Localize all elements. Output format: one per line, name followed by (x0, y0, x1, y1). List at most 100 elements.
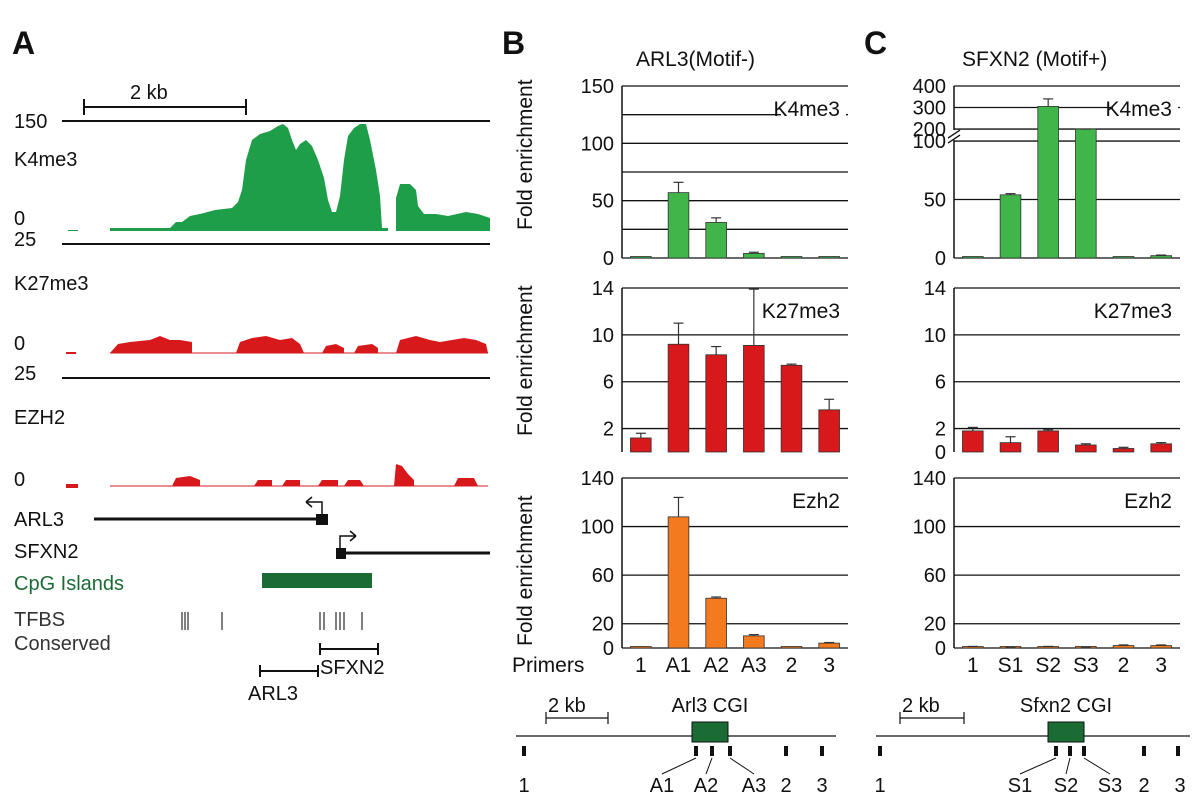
mark-label: K27me3 (762, 300, 840, 323)
y-tick-label: 0 (603, 248, 614, 270)
y-tick-label: 10 (592, 325, 614, 347)
primer-tick (1082, 746, 1086, 756)
y-tick-label: 200 (913, 119, 946, 141)
chart-b-ylabel-2: Fold enrichment (514, 285, 537, 436)
x-tick-label: S3 (1073, 654, 1099, 677)
track-k4me3: 150 K4me3 0 25 (14, 111, 490, 251)
track-k4me3-max: 150 (14, 111, 47, 133)
panel-a: A 2 kb 150 K4me3 0 25 K27me3 0 25 (12, 25, 490, 705)
primer-leader (1019, 757, 1057, 775)
mark-label: Ezh2 (792, 490, 840, 513)
locus-scale-label: 2 kb (548, 695, 586, 717)
bar (705, 597, 727, 649)
bar (630, 646, 652, 649)
bar (780, 256, 803, 259)
bar (1037, 106, 1059, 259)
bar (667, 516, 690, 649)
amplicon-sfxn2-label: SFXN2 (320, 657, 384, 679)
y-tick-label: 50 (924, 190, 946, 212)
chart-b-title: ARL3(Motif-) (636, 48, 755, 71)
primer-label: S1 (1008, 775, 1032, 797)
locus-cgi-box (691, 721, 729, 743)
mark-label: K27me3 (1094, 300, 1172, 323)
y-tick-label: 0 (603, 638, 614, 660)
bar (1075, 444, 1097, 453)
track-k27me3-label: K27me3 (14, 273, 89, 295)
x-tick-label: A3 (741, 654, 767, 677)
track-ezh2-signal (66, 464, 478, 488)
bar (1112, 256, 1135, 259)
tfbs-label: TFBS (14, 609, 65, 631)
x-tick-label: 3 (1155, 654, 1167, 677)
bar (1112, 448, 1135, 453)
x-tick-label: A2 (703, 654, 729, 677)
y-tick-label: 150 (581, 76, 614, 98)
locus-cgi-label: Arl3 CGI (672, 695, 749, 717)
locus-cgi-label: Sfxn2 CGI (1020, 695, 1112, 717)
primer-tick (522, 746, 526, 756)
primer-label: 1 (874, 775, 885, 797)
mark-label: K4me3 (773, 98, 840, 121)
primer-leader (705, 757, 713, 775)
scale-bar-label: 2 kb (130, 82, 168, 104)
track-ezh2-max: 25 (14, 363, 36, 385)
primer-leader (1083, 757, 1111, 775)
mark-label-bg (792, 488, 846, 512)
bar (780, 364, 803, 453)
primer-label: 3 (816, 775, 827, 797)
mark-label: Ezh2 (1124, 490, 1172, 513)
primer-label: 3 (1174, 775, 1185, 797)
x-tick-label: 2 (1118, 654, 1130, 677)
bar (962, 430, 984, 453)
primer-leader (1065, 757, 1071, 775)
track-k4me3-min: 0 (14, 208, 25, 230)
bar (818, 256, 840, 259)
track-ezh2-min: 0 (14, 469, 25, 491)
mark-label-bg (781, 96, 846, 120)
gene-sfxn2: SFXN2 (14, 530, 490, 563)
x-tick-label: 1 (967, 654, 979, 677)
primer-label: A3 (742, 775, 766, 797)
track-k27me3-max: 25 (14, 229, 36, 251)
primer-tick (710, 746, 714, 756)
axis-break-mark (947, 129, 961, 144)
bar (1112, 645, 1135, 649)
bar (1150, 443, 1172, 453)
primer-label: S3 (1098, 775, 1122, 797)
track-k4me3-signal (68, 124, 490, 231)
bar (743, 253, 765, 259)
panel-letter-a: A (12, 25, 35, 61)
bar (667, 192, 690, 259)
primer-tick (878, 746, 882, 756)
primer-label: S2 (1054, 775, 1078, 797)
primer-leader (729, 757, 755, 775)
bar (962, 256, 984, 259)
chart-b-ezh2: 020 60 100 140 Ezh2 1 A1 A2 A3 2 3 (581, 468, 848, 677)
track-k27me3-min: 0 (14, 333, 25, 355)
chart-b-ylabel-1: Fold enrichment (514, 79, 537, 230)
bar (743, 344, 765, 453)
y-tick-label: 50 (592, 191, 614, 213)
conserved-label: Conserved (14, 633, 111, 655)
bar (999, 194, 1022, 259)
gene-arl3-label: ARL3 (14, 509, 64, 531)
locus-cgi-box (1047, 721, 1085, 743)
y-tick-label: 60 (924, 565, 946, 587)
y-tick-label: 6 (603, 372, 614, 394)
chart-c-k27me3: 02 6 10 14 K27me3 (924, 278, 1180, 464)
bar (705, 354, 727, 453)
primer-tick (1142, 746, 1146, 756)
y-tick-label: 20 (592, 614, 614, 636)
y-tick-label: 2 (935, 419, 946, 441)
x-tick-label: S1 (998, 654, 1024, 677)
primer-tick (1054, 746, 1058, 756)
primer-tick (820, 746, 824, 756)
chart-c-ezh2: 020 60 100 140 Ezh2 1 S1 S2 S3 2 3 (913, 468, 1180, 677)
cpg-islands-label: CpG Islands (14, 573, 124, 595)
mark-label: K4me3 (1105, 98, 1172, 121)
cpg-island-bar (262, 573, 372, 588)
tfbs-ticks (181, 612, 363, 630)
gene-sfxn2-label: SFXN2 (14, 541, 78, 563)
